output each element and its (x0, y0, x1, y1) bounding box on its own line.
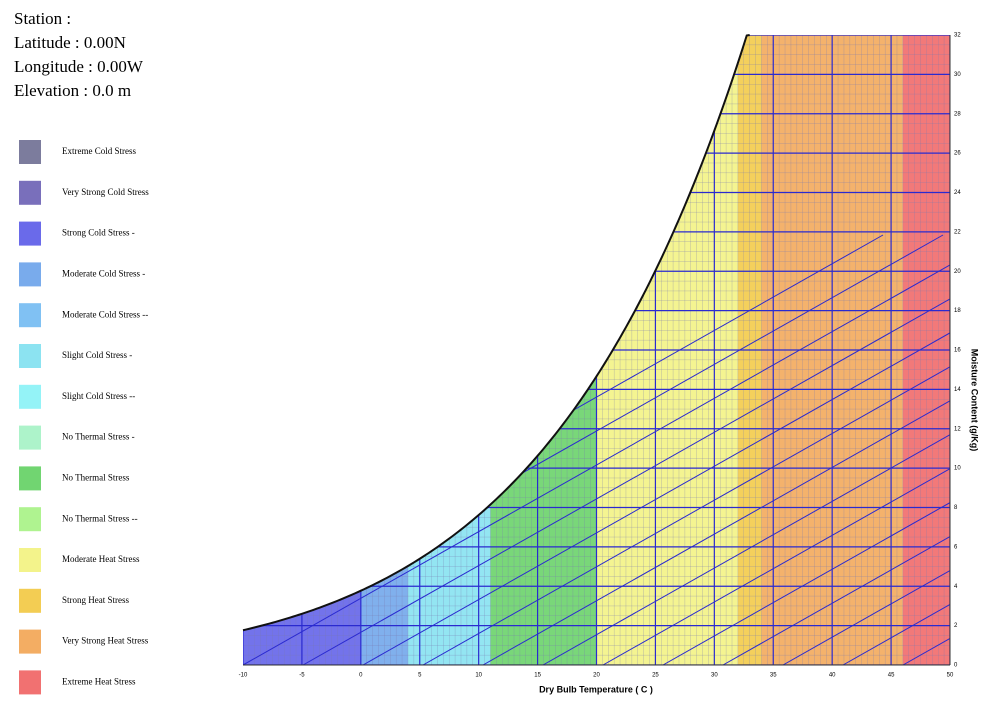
y-tick-label: 4 (954, 584, 958, 590)
enthalpy-line (482, 234, 950, 665)
enthalpy-line (662, 234, 950, 665)
longitude: Longitude : 0.00W (14, 57, 144, 76)
y-tick-label: 14 (954, 387, 961, 393)
x-tick-label: 20 (593, 673, 600, 679)
legend-label: No Thermal Stress (62, 472, 130, 482)
y-tick-label: 8 (954, 505, 958, 511)
y-tick-label: 10 (954, 466, 961, 472)
y-tick-label: 2 (954, 623, 958, 629)
legend-swatch (19, 221, 41, 246)
x-tick-label: 40 (829, 673, 836, 679)
x-axis-label: Dry Bulb Temperature ( C ) (539, 684, 653, 694)
legend-swatch (19, 548, 41, 572)
y-tick-label: 22 (954, 229, 961, 235)
enthalpy-line (243, 234, 950, 665)
legend-label: Extreme Heat Stress (62, 676, 136, 686)
legend-swatch (19, 384, 41, 409)
x-tick-label: 50 (947, 673, 954, 679)
y-tick-label: 20 (954, 269, 961, 275)
x-tick-label: -5 (299, 673, 305, 679)
legend-label: Very Strong Heat Stress (62, 636, 149, 646)
legend-label: Moderate Cold Stress - (62, 268, 145, 278)
legend-label: Slight Cold Stress - (62, 350, 132, 360)
legend-swatch (19, 466, 41, 491)
enthalpy-line (302, 234, 950, 665)
y-tick-label: 6 (954, 544, 958, 550)
legend-label: Moderate Cold Stress -- (62, 309, 148, 319)
x-tick-label: -10 (239, 673, 248, 679)
y-tick-label: 24 (954, 190, 961, 196)
legend-swatch (19, 629, 41, 654)
x-tick-label: 0 (359, 673, 363, 679)
legend-swatch (19, 140, 41, 164)
legend-swatch (19, 344, 41, 368)
enthalpy-line (422, 234, 950, 665)
legend-swatch (19, 262, 41, 287)
saturation-curve (242, 34, 750, 632)
x-tick-label: 35 (770, 673, 777, 679)
legend-label: Strong Heat Stress (62, 595, 129, 605)
legend-swatch (19, 303, 41, 328)
legend-swatch (19, 588, 41, 613)
enthalpy-line (542, 234, 950, 665)
x-tick-label: 30 (711, 673, 718, 679)
enthalpy-line (602, 234, 950, 665)
legend-label: Slight Cold Stress -- (62, 391, 135, 401)
y-tick-label: 26 (954, 151, 961, 157)
y-tick-label: 16 (954, 348, 961, 354)
elevation: Elevation : 0.0 m (14, 81, 131, 100)
legend-label: No Thermal Stress - (62, 432, 135, 442)
y-tick-label: 32 (954, 33, 961, 39)
legend-label: No Thermal Stress -- (62, 513, 138, 523)
legend-swatch (19, 670, 41, 695)
y-tick-label: 0 (954, 663, 958, 669)
legend-label: Moderate Heat Stress (62, 554, 140, 564)
latitude: Latitude : 0.00N (14, 33, 126, 52)
y-tick-label: 12 (954, 426, 961, 432)
enthalpy-line (782, 234, 950, 665)
legend-swatch (19, 180, 41, 205)
x-tick-label: 15 (534, 673, 541, 679)
legend-swatch (19, 507, 41, 532)
y-tick-label: 30 (954, 72, 961, 78)
x-tick-label: 25 (652, 673, 659, 679)
legend-label: Very Strong Cold Stress (62, 187, 149, 197)
station: Station : (14, 9, 71, 28)
legend-swatch (19, 425, 41, 450)
enthalpy-line (722, 234, 950, 665)
y-tick-label: 28 (954, 111, 961, 117)
legend-label: Strong Cold Stress - (62, 228, 135, 238)
x-tick-label: 45 (888, 673, 895, 679)
legend-label: Extreme Cold Stress (62, 146, 136, 156)
x-tick-label: 5 (418, 673, 422, 679)
y-axis-label: Moisture Content (g/Kg) (970, 349, 980, 452)
stress-zone (243, 35, 361, 665)
x-tick-label: 10 (475, 673, 482, 679)
enthalpy-line (362, 234, 950, 665)
y-tick-label: 18 (954, 308, 961, 314)
